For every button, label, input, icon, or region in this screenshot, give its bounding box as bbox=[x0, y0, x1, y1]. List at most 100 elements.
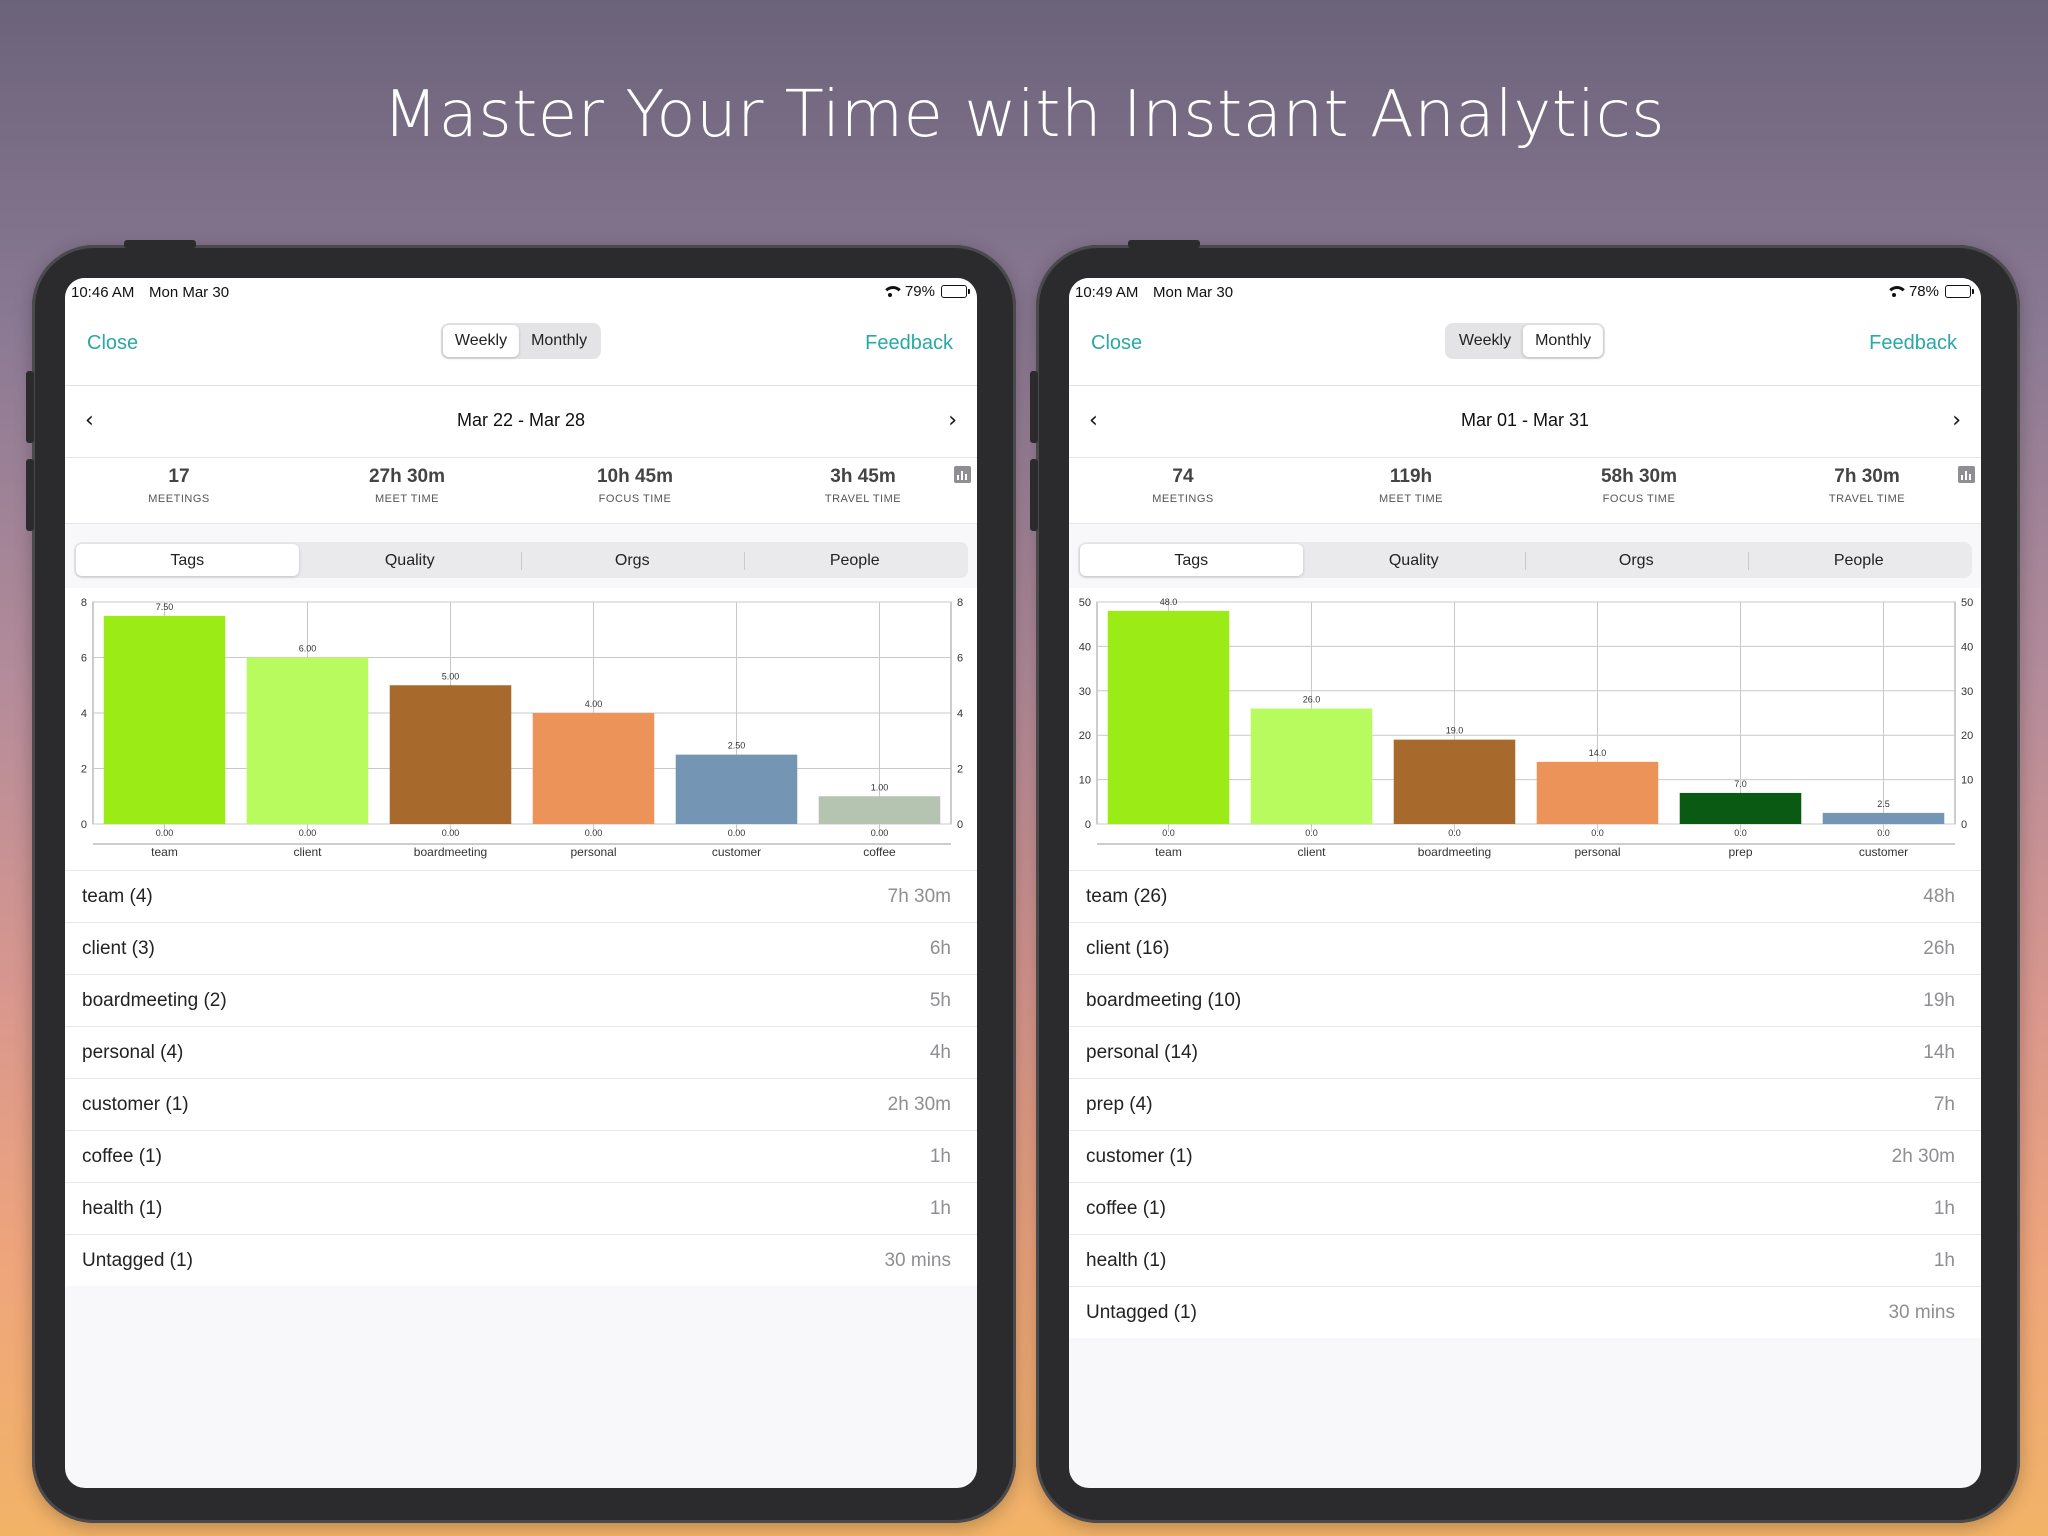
tablet-frame-weekly: 10:46 AM Mon Mar 30 79% Close Weekly Mon… bbox=[26, 240, 1016, 1523]
bar-value-label: 7.0 bbox=[1734, 779, 1747, 789]
bar-value-label: 4.00 bbox=[585, 699, 603, 709]
tag-row[interactable]: customer (1) 2h 30m bbox=[65, 1078, 977, 1130]
bar-base-label: 0.00 bbox=[156, 828, 174, 838]
x-category-label: team bbox=[151, 845, 178, 859]
tag-row[interactable]: boardmeeting (2) 5h bbox=[65, 974, 977, 1026]
period-monthly[interactable]: Monthly bbox=[1523, 325, 1604, 357]
tag-time: 19h bbox=[1923, 989, 1955, 1011]
tag-row[interactable]: customer (1) 2h 30m bbox=[1069, 1130, 1981, 1182]
tag-row[interactable]: prep (4) 7h bbox=[1069, 1078, 1981, 1130]
tag-time: 1h bbox=[929, 1197, 951, 1219]
power-button bbox=[124, 240, 196, 248]
period-weekly[interactable]: Weekly bbox=[442, 325, 520, 357]
bar-base-label: 0.0 bbox=[1734, 828, 1747, 838]
x-category-label: team bbox=[1155, 845, 1182, 859]
tag-time: 14h bbox=[1923, 1041, 1955, 1063]
tab-quality[interactable]: Quality bbox=[384, 552, 435, 569]
stat-focus-time: 10h 45m FOCUS TIME bbox=[521, 458, 749, 523]
stat-meet-time: 27h 30m MEET TIME bbox=[293, 458, 521, 523]
tag-name: client (16) bbox=[1086, 937, 1170, 959]
tag-time: 48h bbox=[1923, 885, 1955, 907]
close-button[interactable]: Close bbox=[1091, 332, 1143, 354]
tag-row[interactable]: personal (14) 14h bbox=[1069, 1026, 1981, 1078]
y-tick-left: 6 bbox=[81, 653, 87, 665]
tag-row[interactable]: boardmeeting (10) 19h bbox=[1069, 974, 1981, 1026]
stat-label: MEETINGS bbox=[1152, 493, 1214, 505]
bar-base-label: 0.00 bbox=[442, 828, 460, 838]
date-range: Mar 01 - Mar 31 bbox=[1460, 410, 1590, 430]
stat-value: 17 bbox=[168, 466, 190, 487]
y-tick-right: 20 bbox=[1961, 730, 1973, 742]
y-tick-left: 0 bbox=[81, 819, 87, 831]
bar-personal bbox=[1536, 761, 1659, 824]
chevron-right-icon[interactable]: › bbox=[948, 408, 957, 433]
close-button[interactable]: Close bbox=[87, 332, 139, 354]
tag-row[interactable]: health (1) 1h bbox=[1069, 1234, 1981, 1286]
x-category-label: client bbox=[293, 845, 322, 859]
y-tick-left: 40 bbox=[1079, 641, 1091, 653]
x-category-label: boardmeeting bbox=[414, 845, 487, 859]
stat-value: 58h 30m bbox=[1600, 466, 1678, 487]
tag-time: 4h bbox=[929, 1041, 951, 1063]
volume-down-button bbox=[1030, 459, 1038, 531]
tag-row[interactable]: Untagged (1) 30 mins bbox=[1069, 1286, 1981, 1338]
tag-row[interactable]: personal (4) 4h bbox=[65, 1026, 977, 1078]
tag-name: team (4) bbox=[82, 885, 153, 907]
y-tick-right: 10 bbox=[1961, 775, 1973, 787]
chevron-right-icon[interactable]: › bbox=[1952, 408, 1961, 433]
stat-value: 7h 30m bbox=[1834, 466, 1900, 487]
tab-tags[interactable]: Tags bbox=[76, 544, 299, 576]
period-monthly[interactable]: Monthly bbox=[531, 332, 588, 349]
wifi-icon bbox=[881, 285, 904, 298]
stat-meetings: 74 MEETINGS bbox=[1069, 458, 1297, 523]
tab-people[interactable]: People bbox=[1747, 544, 1971, 576]
tag-row[interactable]: coffee (1) 1h bbox=[65, 1130, 977, 1182]
stat-label: TRAVEL TIME bbox=[824, 493, 902, 505]
tab-orgs[interactable]: Orgs bbox=[521, 544, 744, 576]
tag-row[interactable]: client (3) 6h bbox=[65, 922, 977, 974]
tag-row[interactable]: client (16) 26h bbox=[1069, 922, 1981, 974]
chevron-left-icon[interactable]: ‹ bbox=[85, 408, 94, 433]
bar-boardmeeting bbox=[1393, 739, 1516, 824]
period-weekly[interactable]: Weekly bbox=[1458, 332, 1512, 349]
tag-row[interactable]: team (26) 48h bbox=[1069, 870, 1981, 922]
y-tick-left: 2 bbox=[81, 764, 87, 776]
tag-time: 5h bbox=[929, 989, 951, 1011]
bar-customer bbox=[675, 754, 798, 824]
y-tick-right: 0 bbox=[957, 819, 963, 831]
stat-value: 3h 45m bbox=[830, 466, 896, 487]
tab-tags[interactable]: Tags bbox=[1080, 544, 1303, 576]
bar-base-label: 0.0 bbox=[1162, 828, 1175, 838]
tags-bar-chart: 0 0 10 10 20 20 30 30 40 40 50 50 48.0 0.0 team 26.0 0.0… bbox=[1069, 588, 1981, 870]
nav-bar: Close Weekly Monthly Feedback bbox=[1069, 304, 1981, 386]
chevron-left-icon[interactable]: ‹ bbox=[1089, 408, 1098, 433]
bar-chart-icon[interactable] bbox=[1958, 466, 1975, 483]
tag-time: 2h 30m bbox=[887, 1093, 951, 1115]
bar-chart-icon[interactable] bbox=[954, 466, 971, 483]
feedback-button[interactable]: Feedback bbox=[865, 332, 953, 354]
y-tick-right: 2 bbox=[957, 764, 963, 776]
stat-travel-time: 3h 45m TRAVEL TIME bbox=[749, 458, 977, 523]
tab-orgs[interactable]: Orgs bbox=[1525, 544, 1748, 576]
tag-name: health (1) bbox=[1086, 1249, 1167, 1271]
stat-label: TRAVEL TIME bbox=[1828, 493, 1906, 505]
breakdown-tabs: Tags Quality Orgs People bbox=[74, 542, 968, 578]
bar-base-label: 0.0 bbox=[1591, 828, 1604, 838]
tag-name: Untagged (1) bbox=[1086, 1301, 1197, 1323]
tag-row[interactable]: coffee (1) 1h bbox=[1069, 1182, 1981, 1234]
bar-value-label: 6.00 bbox=[299, 644, 317, 654]
tab-people[interactable]: People bbox=[743, 544, 967, 576]
tab-quality[interactable]: Quality bbox=[1388, 552, 1439, 569]
feedback-button[interactable]: Feedback bbox=[1869, 332, 1957, 354]
bar-base-label: 0.00 bbox=[728, 828, 746, 838]
stat-meet-time: 119h MEET TIME bbox=[1297, 458, 1525, 523]
tag-row[interactable]: Untagged (1) 30 mins bbox=[65, 1234, 977, 1286]
nav-bar: Close Weekly Monthly Feedback bbox=[65, 304, 977, 386]
tablet-frame-monthly: 10:49 AM Mon Mar 30 78% Close Weekly Mon… bbox=[1030, 240, 2020, 1523]
tag-row[interactable]: team (4) 7h 30m bbox=[65, 870, 977, 922]
tag-row[interactable]: health (1) 1h bbox=[65, 1182, 977, 1234]
tag-name: personal (14) bbox=[1086, 1041, 1198, 1063]
battery-icon bbox=[941, 285, 970, 298]
tag-name: coffee (1) bbox=[1086, 1197, 1166, 1219]
tag-name: Untagged (1) bbox=[82, 1249, 193, 1271]
